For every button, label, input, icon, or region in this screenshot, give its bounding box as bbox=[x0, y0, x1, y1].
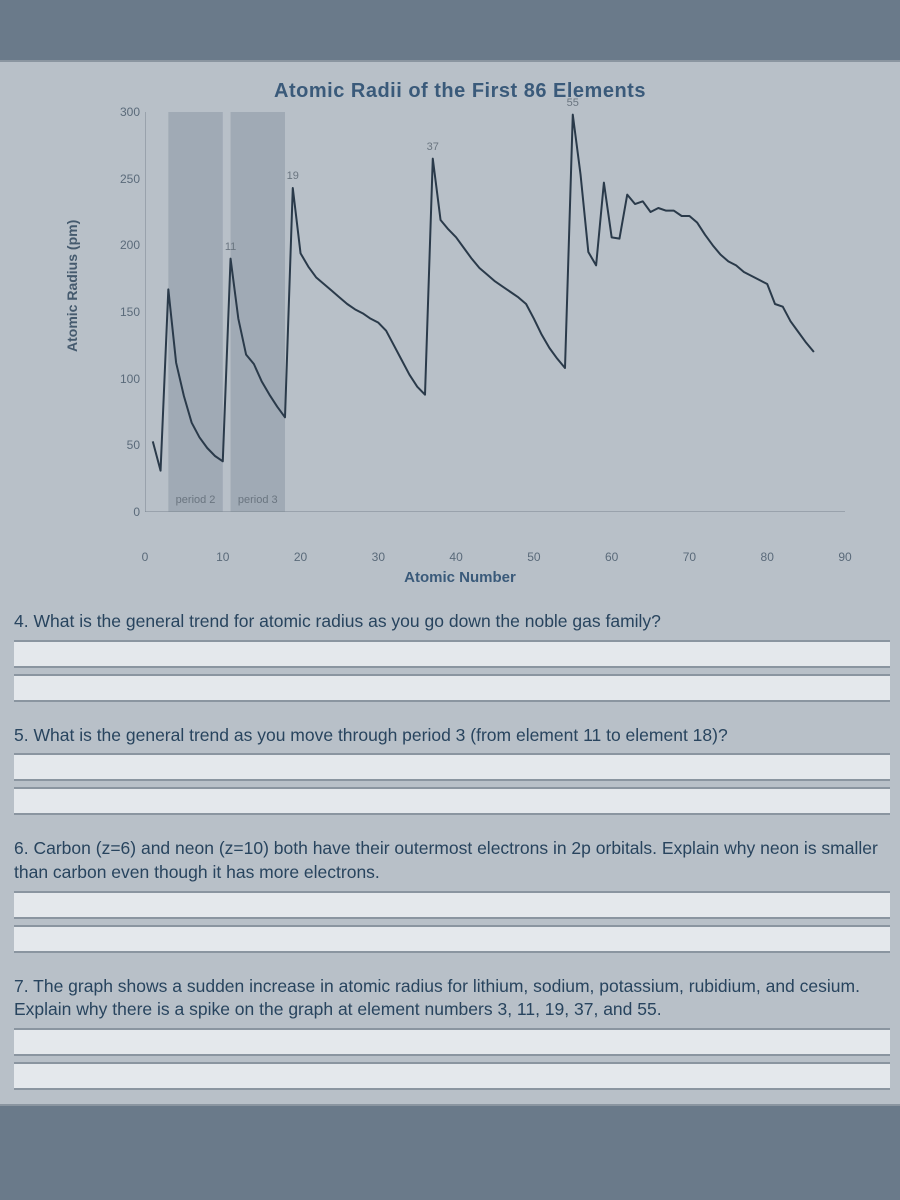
chart-point-annotation: 55 bbox=[567, 97, 579, 109]
x-tick-label: 0 bbox=[142, 550, 149, 564]
question-7: 7. The graph shows a sudden increase in … bbox=[0, 967, 900, 1104]
y-tick-label: 300 bbox=[110, 105, 140, 119]
y-tick-label: 200 bbox=[110, 238, 140, 252]
period-band-label: period 2 bbox=[176, 494, 216, 506]
x-tick-label: 60 bbox=[605, 550, 618, 564]
question-number: 6. bbox=[14, 838, 29, 858]
x-tick-label: 20 bbox=[294, 550, 307, 564]
answer-line[interactable] bbox=[14, 674, 890, 702]
question-number: 4. bbox=[14, 611, 29, 631]
chart-title: Atomic Radii of the First 86 Elements bbox=[60, 80, 860, 103]
chart-plot-svg bbox=[145, 112, 845, 512]
question-text: The graph shows a sudden increase in ato… bbox=[14, 976, 860, 1020]
question-4: 4. What is the general trend for atomic … bbox=[0, 602, 900, 716]
answer-line[interactable] bbox=[14, 640, 890, 668]
x-tick-label: 70 bbox=[683, 550, 696, 564]
x-tick-label: 50 bbox=[527, 550, 540, 564]
question-text: What is the general trend for atomic rad… bbox=[33, 611, 660, 631]
x-tick-label: 90 bbox=[838, 550, 851, 564]
x-tick-label: 80 bbox=[761, 550, 774, 564]
x-axis-label: Atomic Number bbox=[60, 569, 860, 586]
question-text: Carbon (z=6) and neon (z=10) both have t… bbox=[14, 838, 878, 882]
x-tick-label: 10 bbox=[216, 550, 229, 564]
x-tick-label: 30 bbox=[372, 550, 385, 564]
period-band-label: period 3 bbox=[238, 494, 278, 506]
question-6: 6. Carbon (z=6) and neon (z=10) both hav… bbox=[0, 829, 900, 966]
y-tick-label: 150 bbox=[110, 305, 140, 319]
worksheet-sheet: Atomic Radii of the First 86 Elements At… bbox=[0, 60, 900, 1106]
y-tick-label: 250 bbox=[110, 172, 140, 186]
y-tick-label: 100 bbox=[110, 372, 140, 386]
page-root: Atomic Radii of the First 86 Elements At… bbox=[0, 0, 900, 1200]
chart-point-annotation: 11 bbox=[225, 241, 236, 253]
chart-point-annotation: 37 bbox=[427, 141, 439, 153]
answer-line[interactable] bbox=[14, 1062, 890, 1090]
answer-line[interactable] bbox=[14, 1028, 890, 1056]
question-text: What is the general trend as you move th… bbox=[33, 725, 727, 745]
y-axis-label: Atomic Radius (pm) bbox=[64, 220, 80, 352]
question-number: 7. bbox=[14, 976, 29, 996]
y-tick-label: 50 bbox=[110, 438, 140, 452]
x-tick-label: 40 bbox=[449, 550, 462, 564]
answer-line[interactable] bbox=[14, 891, 890, 919]
question-number: 5. bbox=[14, 725, 29, 745]
question-5: 5. What is the general trend as you move… bbox=[0, 716, 900, 830]
atomic-radii-chart: Atomic Radii of the First 86 Elements At… bbox=[60, 62, 860, 592]
y-tick-label: 0 bbox=[110, 505, 140, 519]
answer-line[interactable] bbox=[14, 753, 890, 781]
chart-point-annotation: 19 bbox=[287, 170, 299, 182]
answer-line[interactable] bbox=[14, 787, 890, 815]
answer-line[interactable] bbox=[14, 925, 890, 953]
